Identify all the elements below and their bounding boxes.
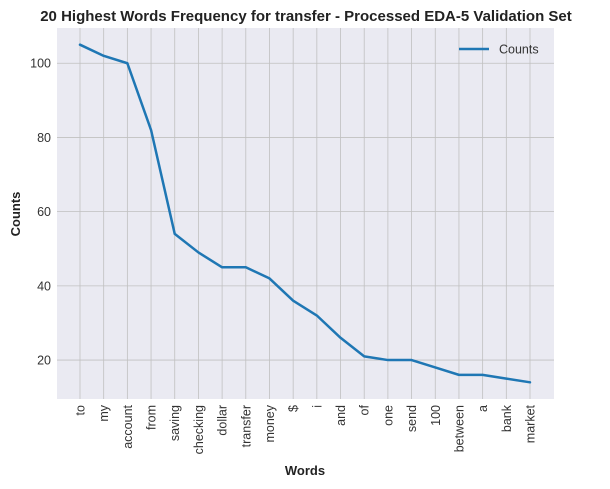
x-tick-label: dollar: [216, 405, 230, 436]
x-tick-label: send: [405, 405, 419, 432]
x-tick-label: between: [452, 405, 466, 452]
x-tick-label: to: [74, 405, 88, 415]
x-tick-label: bank: [500, 404, 514, 432]
y-tick-label: 40: [37, 279, 51, 293]
x-tick-label: checking: [192, 405, 206, 454]
y-axis-ticks: 20 40 60 80 100: [30, 57, 51, 368]
y-tick-label: 80: [37, 131, 51, 145]
x-tick-label: saving: [168, 405, 182, 441]
x-tick-label: market: [524, 404, 538, 443]
x-tick-label: a: [476, 405, 490, 412]
x-tick-label: 100: [429, 405, 443, 426]
y-tick-label: 20: [37, 354, 51, 368]
x-tick-label: one: [381, 405, 395, 426]
x-tick-label: transfer: [239, 405, 253, 447]
x-axis-label: Words: [285, 463, 325, 478]
x-tick-label: of: [358, 404, 372, 415]
series-layer: [78, 43, 532, 384]
chart-title: 20 Highest Words Frequency for transfer …: [40, 8, 572, 25]
x-axis-ticks: to my account from saving checking dollar trans…: [74, 404, 538, 454]
grid-lines: [57, 28, 554, 399]
x-tick-label: i: [310, 405, 324, 408]
plot-area: [57, 28, 554, 399]
y-tick-label: 100: [30, 57, 51, 71]
legend-label-counts: Counts: [499, 43, 539, 57]
y-axis-label: Counts: [8, 192, 23, 237]
x-tick-label: money: [263, 404, 277, 442]
series-line-counts: [78, 43, 532, 384]
x-tick-label: from: [145, 405, 159, 430]
x-tick-label: my: [97, 404, 111, 421]
x-tick-label: $: [287, 405, 301, 412]
x-tick-label: account: [121, 404, 135, 448]
x-tick-label: and: [334, 405, 348, 426]
y-tick-label: 60: [37, 205, 51, 219]
legend: Counts: [459, 43, 539, 57]
